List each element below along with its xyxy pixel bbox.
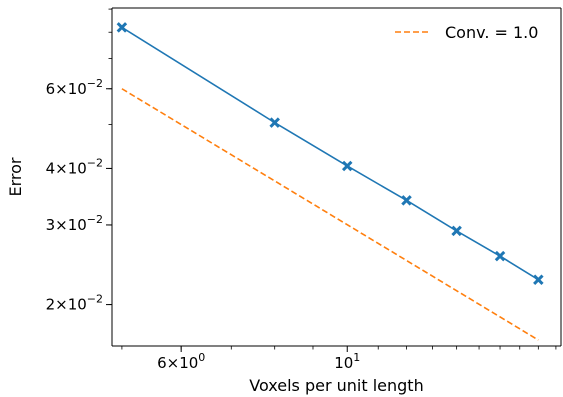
y-axis-label: Error [6,157,25,196]
legend: Conv. = 1.0 [395,23,538,42]
data-point [116,22,128,33]
y-tick-label: 6×10−2 [46,77,103,98]
axes [111,7,562,347]
series-line-2 [121,88,539,341]
series-line-1 [121,26,539,281]
data-point [494,250,506,262]
y-tick-label: 2×10−2 [46,293,103,314]
series-layer [116,22,544,341]
data-point [269,117,280,128]
x-tick-label: 6×100 [157,351,205,372]
data-point [533,274,544,285]
y-tick-label: 3×10−2 [46,213,103,234]
data-point [401,195,412,206]
ticks: 6×100 101 2×10−2 3×10−2 4×10−2 6×10−2 [46,8,557,372]
y-tick-label: 4×10−2 [46,156,103,177]
x-axis-label: Voxels per unit length [249,376,423,395]
x-tick-label: 101 [334,351,360,372]
legend-label: Conv. = 1.0 [445,23,538,42]
data-point [451,225,462,237]
data-point [341,160,353,172]
